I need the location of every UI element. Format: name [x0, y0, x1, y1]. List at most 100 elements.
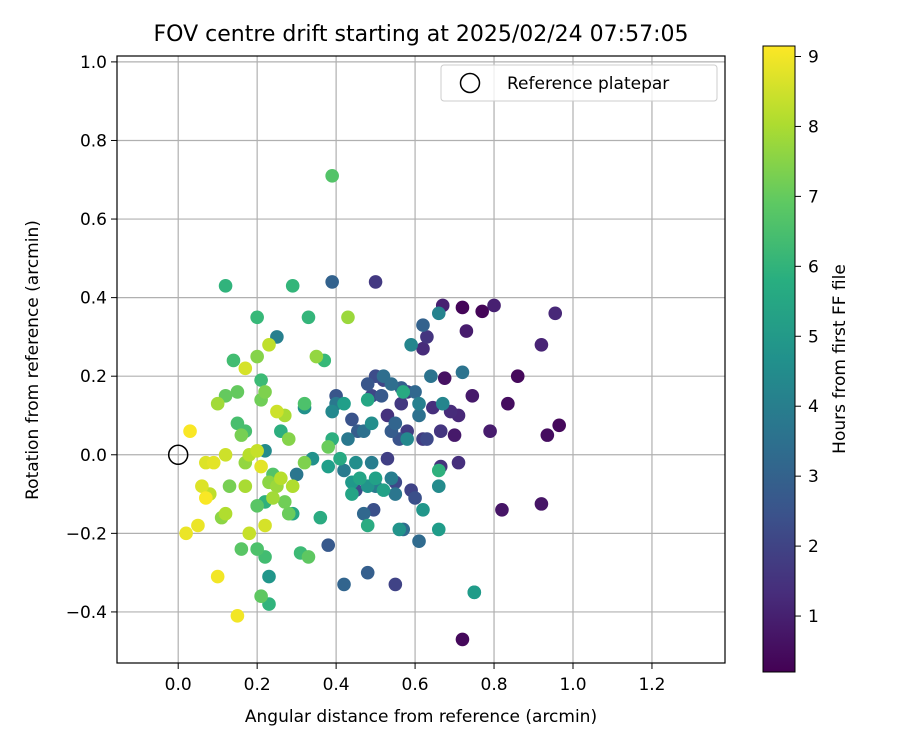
x-tick-label: 0.2 — [244, 675, 271, 695]
data-point — [412, 408, 426, 423]
data-point — [285, 479, 300, 494]
data-point — [238, 479, 253, 494]
data-point — [368, 275, 383, 289]
data-point — [281, 506, 296, 521]
data-point — [534, 337, 549, 352]
data-point — [262, 337, 276, 352]
reference-point-marker — [167, 444, 189, 466]
data-point — [234, 428, 249, 442]
y-tick-label: 0.2 — [80, 367, 107, 387]
y-tick-label: −0.4 — [66, 603, 107, 623]
data-point — [552, 418, 566, 433]
x-tick-label: 0.4 — [323, 675, 350, 695]
data-point — [206, 455, 221, 470]
data-point — [250, 444, 264, 458]
data-point — [540, 428, 555, 442]
colorbar-tick-label: 5 — [808, 327, 819, 347]
colorbar-gradient — [762, 45, 796, 673]
data-point — [341, 432, 355, 446]
data-point — [270, 404, 284, 419]
colorbar-tick-label: 3 — [808, 467, 819, 487]
data-point — [394, 396, 409, 411]
data-point — [218, 447, 233, 462]
data-point — [297, 396, 312, 411]
data-point — [199, 491, 213, 505]
data-point — [353, 471, 367, 486]
data-point — [424, 369, 438, 383]
data-point — [234, 542, 249, 556]
data-point — [431, 479, 446, 494]
data-point — [258, 385, 272, 399]
data-point — [416, 502, 430, 517]
colorbar-tick-label: 8 — [808, 117, 819, 137]
y-tick-label: 0.6 — [80, 210, 107, 230]
data-point — [388, 577, 403, 592]
legend: Reference platepar — [440, 64, 718, 102]
data-point — [262, 569, 276, 584]
data-point — [384, 471, 399, 486]
data-point — [301, 550, 316, 564]
data-point — [345, 487, 359, 501]
colorbar-label: Hours from first FF file — [830, 264, 850, 454]
data-point — [495, 502, 509, 517]
data-point — [349, 455, 363, 470]
x-tick-label: 1.0 — [559, 675, 586, 695]
data-point — [285, 279, 300, 293]
data-point — [467, 585, 482, 600]
data-point — [266, 491, 280, 505]
data-point — [254, 589, 268, 604]
data-point — [548, 306, 563, 321]
data-point — [368, 471, 383, 486]
data-point — [301, 310, 316, 325]
colorbar-tick-label: 9 — [808, 47, 819, 67]
y-tick-label: 0.0 — [80, 446, 107, 466]
data-point — [455, 365, 470, 380]
data-point — [416, 318, 430, 332]
data-point — [277, 495, 292, 509]
data-point — [230, 385, 245, 399]
data-point — [218, 279, 233, 293]
data-point — [360, 392, 375, 407]
colorbar-tick-label: 4 — [808, 397, 819, 417]
x-axis-ticks: 0.0 0.2 0.4 0.6 0.8 1.0 1.2 — [165, 663, 665, 695]
y-tick-label: 0.4 — [80, 289, 107, 309]
data-point — [501, 396, 515, 411]
data-point — [356, 506, 371, 521]
data-point — [376, 483, 391, 497]
data-point — [281, 432, 296, 446]
data-point — [475, 304, 489, 319]
colorbar: 1 2 3 4 5 6 7 8 9 Hours from first FF file — [762, 45, 850, 673]
data-point — [254, 373, 268, 387]
data-point — [230, 416, 245, 431]
data-point — [455, 632, 470, 647]
data-point — [254, 459, 268, 474]
data-point — [412, 534, 426, 549]
chart-title: FOV centre drift starting at 2025/02/24 … — [154, 22, 689, 47]
data-point — [210, 396, 225, 411]
data-point — [195, 479, 209, 494]
data-point — [325, 404, 339, 419]
data-point — [226, 353, 241, 368]
data-point — [321, 538, 336, 552]
data-point — [337, 577, 351, 592]
plot-frame — [116, 55, 726, 664]
colorbar-tick-label: 7 — [808, 187, 819, 207]
y-axis-label: Rotation from reference (arcmin) — [23, 220, 43, 500]
data-point — [374, 389, 389, 403]
data-point — [412, 396, 426, 411]
data-point — [289, 467, 304, 482]
data-point — [420, 330, 434, 344]
data-point — [325, 169, 339, 183]
data-point — [431, 463, 446, 478]
data-point — [321, 459, 336, 474]
data-point — [230, 609, 245, 623]
colorbar-tick-label: 2 — [808, 537, 819, 557]
x-tick-label: 1.2 — [638, 675, 665, 695]
data-point — [250, 542, 264, 556]
data-point — [388, 416, 403, 431]
data-point — [183, 424, 197, 439]
data-point — [510, 369, 525, 383]
data-point — [384, 377, 399, 391]
legend-box — [440, 64, 718, 102]
